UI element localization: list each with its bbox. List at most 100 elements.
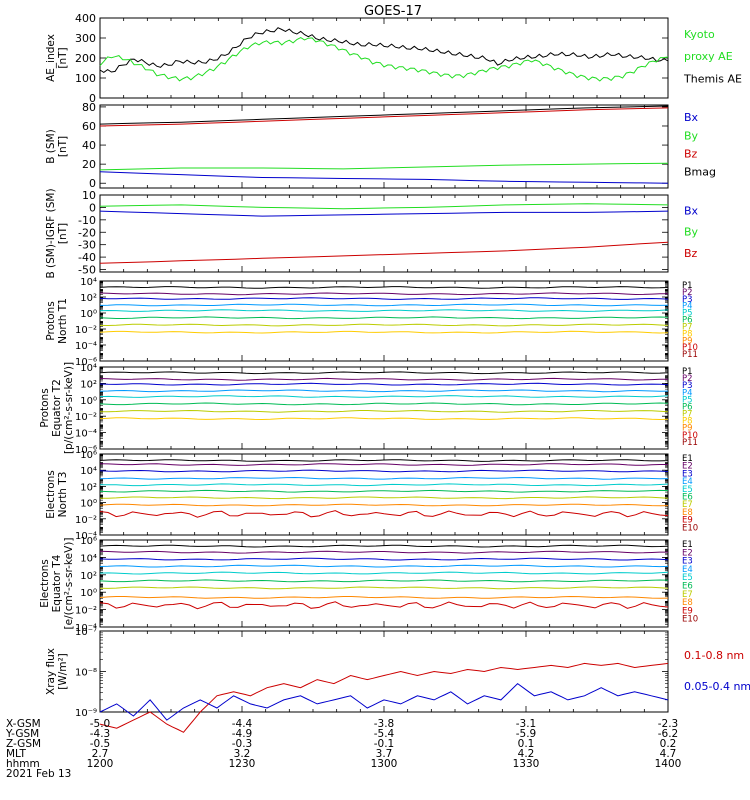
series-line-p4 <box>99 303 669 307</box>
panel-frame <box>99 104 669 189</box>
series-line-p4 <box>99 389 669 393</box>
y-tick-label: 10⁴ <box>80 466 97 477</box>
legend-entry: P1 <box>682 367 693 377</box>
y-label-line: North T3 <box>57 472 69 518</box>
y-tick-label: 10⁻⁴ <box>75 623 97 634</box>
y-label-line: Xray flux <box>45 648 57 695</box>
legend-entry: P6 <box>682 316 693 326</box>
legend-entry: P3 <box>682 295 693 305</box>
legend-entry: P3 <box>682 381 693 391</box>
row-value: 0.1 <box>518 738 535 750</box>
legend-entry: E6 <box>682 493 693 503</box>
row-value: -5.4 <box>374 728 395 740</box>
legend-entry: Bz <box>684 147 698 160</box>
series-line-bmag <box>99 105 669 125</box>
legend-entry: By <box>684 226 699 239</box>
y-label-line: [nT] <box>57 47 69 68</box>
legend-entry: P4 <box>682 302 693 312</box>
row-label: hhmm <box>6 758 40 770</box>
row-value: 1400 <box>655 758 682 770</box>
y-tick-label: -50 <box>78 264 96 277</box>
y-label-line: Electrons <box>39 559 51 608</box>
legend-entry: P5 <box>682 395 693 405</box>
legend-entry: E2 <box>682 548 693 558</box>
row-value: 4.2 <box>518 748 535 760</box>
series-line-e5 <box>99 483 669 487</box>
legend-entry: Kyoto <box>684 28 715 41</box>
y-tick-label: -40 <box>78 251 96 264</box>
y-axis-label: Xray flux [W/m²] <box>45 648 69 695</box>
y-tick-label: 80 <box>82 101 96 114</box>
legend-entry: P1 <box>682 281 693 291</box>
legend-entry: E9 <box>682 516 693 526</box>
y-tick-label: 10⁶ <box>80 536 97 547</box>
row-value: 4.7 <box>660 748 677 760</box>
y-axis-label: Protons North T1 <box>45 298 69 344</box>
series-line-p3 <box>99 382 669 386</box>
y-label-line: [W/m²] <box>57 653 69 690</box>
y-tick-label: 10⁻⁶ <box>75 445 97 456</box>
y-axis-label: Electrons Equator T4 [e/(cm²-s-sr-keV)] <box>39 538 75 630</box>
series-line-p6 <box>99 316 669 320</box>
legend-entry: P6 <box>682 402 693 412</box>
row-value: 1300 <box>371 758 398 770</box>
legend-entry: P9 <box>682 424 693 434</box>
y-tick-label: 10⁴ <box>80 553 97 564</box>
y-axis-label: B (SM) [nT] <box>45 129 69 163</box>
legend-entry: E4 <box>682 477 693 487</box>
series-line-p7 <box>99 409 669 413</box>
row-value: 0.2 <box>660 738 677 750</box>
legend-entry: P8 <box>682 329 693 339</box>
series-line-p7 <box>99 323 669 327</box>
row-value: -6.2 <box>658 728 679 740</box>
legend-entry: P11 <box>682 350 698 360</box>
y-tick-label: 10⁻² <box>75 515 97 526</box>
legend-entry: P10 <box>682 431 698 441</box>
legend-entry: E3 <box>682 469 693 479</box>
row-value: 2.7 <box>92 748 109 760</box>
series-line-p5 <box>99 309 669 312</box>
series-line-e4 <box>99 564 669 568</box>
series-line-by <box>99 203 669 210</box>
legend-entry: E8 <box>682 598 693 608</box>
series-line-e5 <box>99 571 669 575</box>
legend-entry: E2 <box>682 462 693 472</box>
legend-entry: 0.05-0.4 nm <box>684 680 750 693</box>
legend-entry: Themis AE <box>683 72 742 85</box>
y-label-line: [e/(cm²-s-sr-keV)] <box>63 538 75 630</box>
row-value: -4.3 <box>90 728 111 740</box>
y-tick-label: -10 <box>78 214 96 227</box>
y-tick-label: 0 <box>89 177 96 190</box>
series-line-e2 <box>99 550 668 554</box>
y-label-line: AE_index <box>45 34 57 82</box>
series-line-e6 <box>99 579 669 583</box>
panel-3: 100-10-20-30-40-50 B (SM)-IGRF (SM) [nT] Bx… <box>45 188 699 278</box>
legend-entry: 0.1-0.8 nm <box>684 649 744 662</box>
y-tick-label: 200 <box>75 52 96 65</box>
row-value: 3.2 <box>234 748 251 760</box>
y-tick-label: 0 <box>89 201 96 214</box>
legend-entry: P2 <box>682 374 693 384</box>
legend-entry: E9 <box>682 606 693 616</box>
series-line-bx <box>99 210 669 217</box>
legend-entry: E1 <box>682 540 693 550</box>
legend-entry: P10 <box>682 343 698 353</box>
row-value: 1200 <box>87 758 114 770</box>
row-value: -0.1 <box>374 738 395 750</box>
row-value: -0.3 <box>232 738 253 750</box>
series-line-p1 <box>99 286 669 289</box>
y-tick-label: 10² <box>80 571 97 582</box>
row-value: -3.8 <box>374 718 395 730</box>
y-tick-label: 10⁻⁶ <box>75 357 97 368</box>
series-line-themis-ae <box>99 27 669 74</box>
y-tick-label: 10⁶ <box>80 450 97 461</box>
y-label-line: Equator T4 <box>51 554 63 612</box>
time-axis-table: X-GSM -5.0 -4.4 -3.8 -3.1 -2.3 Y-GSM -4.3 -4.9 -5… <box>5 718 681 780</box>
series-line-0-1-0-8-nm <box>99 662 669 733</box>
legend-entry: E10 <box>682 523 698 533</box>
legend-entry: E4 <box>682 565 693 575</box>
y-tick-label: 10⁻⁹ <box>75 708 97 719</box>
y-tick-label: 20 <box>82 158 96 171</box>
legend-entry: P4 <box>682 388 693 398</box>
